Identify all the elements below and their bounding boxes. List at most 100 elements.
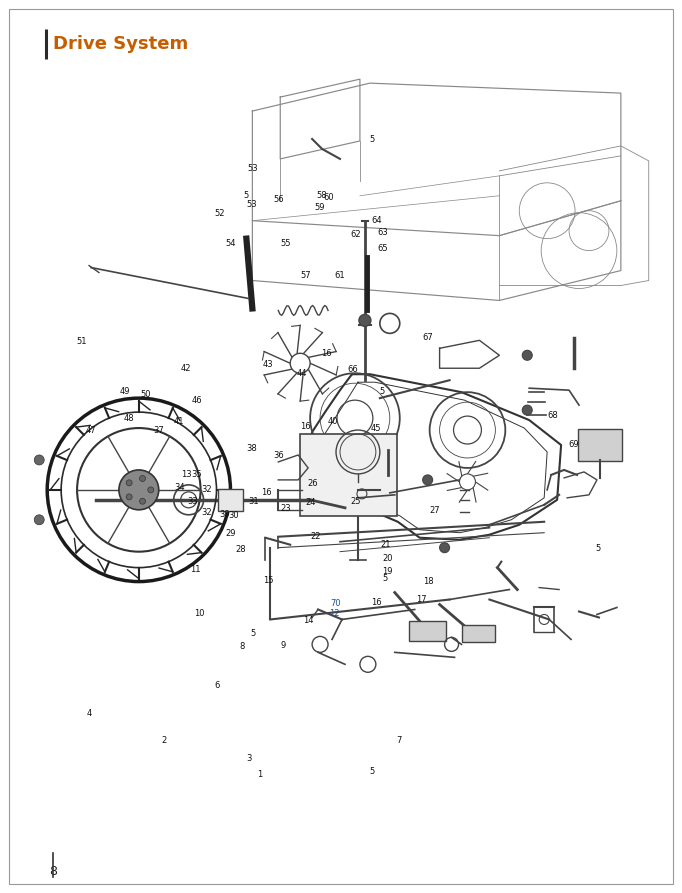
Text: 55: 55 [280, 239, 291, 248]
Text: 7: 7 [396, 736, 402, 745]
FancyBboxPatch shape [218, 488, 243, 511]
Circle shape [126, 480, 132, 486]
Circle shape [140, 475, 145, 481]
Text: 58: 58 [316, 191, 327, 200]
Circle shape [359, 314, 371, 326]
Text: 61: 61 [334, 271, 345, 280]
Text: 16: 16 [261, 488, 271, 497]
Text: 5: 5 [595, 545, 600, 554]
Text: 34: 34 [174, 483, 185, 492]
Text: 32: 32 [201, 508, 212, 517]
Circle shape [140, 498, 145, 505]
Text: 16: 16 [321, 348, 331, 357]
Text: 33: 33 [188, 497, 198, 506]
Text: 44: 44 [297, 369, 307, 378]
Text: 49: 49 [120, 387, 130, 396]
FancyBboxPatch shape [409, 622, 445, 641]
Text: 53: 53 [248, 164, 258, 173]
Text: 6: 6 [215, 680, 220, 689]
Text: 51: 51 [76, 337, 87, 346]
Circle shape [522, 350, 532, 360]
Text: 68: 68 [548, 411, 559, 420]
Text: 2: 2 [162, 736, 167, 745]
Text: 3: 3 [247, 754, 252, 763]
Text: 67: 67 [423, 333, 433, 342]
Circle shape [148, 487, 153, 493]
Text: 19: 19 [382, 567, 392, 576]
Text: 38: 38 [246, 444, 256, 453]
Text: 36: 36 [273, 451, 284, 460]
Text: 46: 46 [192, 396, 203, 405]
Text: 64: 64 [371, 216, 382, 225]
Text: 24: 24 [306, 498, 316, 507]
Text: 5: 5 [379, 387, 385, 396]
Circle shape [440, 543, 449, 553]
Text: 15: 15 [263, 575, 273, 585]
Circle shape [291, 354, 310, 373]
Text: 13: 13 [181, 471, 192, 480]
Text: 8: 8 [49, 864, 57, 878]
Text: 43: 43 [263, 360, 273, 369]
Text: 8: 8 [240, 642, 246, 651]
Text: 5: 5 [369, 767, 374, 776]
Text: 31: 31 [249, 497, 259, 506]
Text: 69: 69 [568, 440, 578, 449]
Circle shape [522, 405, 532, 415]
Text: 14: 14 [303, 615, 314, 624]
Text: 22: 22 [310, 532, 321, 541]
Text: 5: 5 [369, 135, 374, 144]
Text: Drive System: Drive System [53, 35, 188, 54]
Text: 39: 39 [219, 510, 229, 519]
Text: 57: 57 [300, 271, 311, 280]
Text: 52: 52 [215, 209, 225, 218]
Text: 9: 9 [280, 640, 286, 649]
Text: 26: 26 [307, 480, 318, 488]
Text: 35: 35 [192, 471, 203, 480]
Circle shape [34, 514, 44, 525]
Circle shape [423, 475, 432, 485]
Text: 20: 20 [382, 555, 392, 563]
Text: 4: 4 [87, 709, 92, 718]
Text: 47: 47 [86, 426, 96, 435]
Text: 23: 23 [280, 505, 291, 513]
FancyBboxPatch shape [578, 429, 622, 461]
Text: 50: 50 [140, 390, 151, 399]
Circle shape [126, 494, 132, 500]
Text: 30: 30 [228, 512, 239, 521]
Text: 21: 21 [380, 540, 390, 549]
Text: 59: 59 [314, 204, 325, 213]
Text: 60: 60 [323, 193, 334, 202]
Text: 40: 40 [327, 417, 338, 426]
Text: 16: 16 [300, 422, 311, 431]
Text: 27: 27 [430, 506, 440, 515]
Text: 56: 56 [273, 195, 284, 204]
Text: 29: 29 [226, 530, 236, 538]
Text: 32: 32 [201, 485, 212, 494]
Text: 45: 45 [371, 424, 381, 433]
Text: 65: 65 [378, 245, 389, 254]
Text: 54: 54 [226, 239, 236, 248]
FancyBboxPatch shape [300, 434, 397, 516]
Circle shape [34, 455, 44, 465]
Text: 11: 11 [190, 565, 201, 574]
Text: 5: 5 [243, 191, 248, 200]
Text: 1: 1 [257, 770, 262, 779]
Text: 42: 42 [181, 363, 192, 372]
Text: 53: 53 [246, 200, 256, 209]
Text: 63: 63 [378, 229, 389, 238]
FancyBboxPatch shape [462, 625, 495, 642]
Text: 37: 37 [153, 426, 164, 435]
Text: 10: 10 [194, 609, 205, 618]
Text: 48: 48 [123, 413, 134, 422]
Text: 5: 5 [250, 629, 255, 638]
Text: 28: 28 [235, 546, 246, 555]
Text: 41: 41 [174, 417, 185, 426]
Text: 25: 25 [351, 497, 361, 506]
Text: 16: 16 [371, 597, 382, 606]
Circle shape [119, 470, 159, 510]
Text: 17: 17 [416, 595, 426, 605]
Text: 12: 12 [329, 609, 340, 618]
Circle shape [460, 474, 475, 490]
Text: 70: 70 [330, 598, 341, 607]
Text: 18: 18 [423, 577, 433, 587]
